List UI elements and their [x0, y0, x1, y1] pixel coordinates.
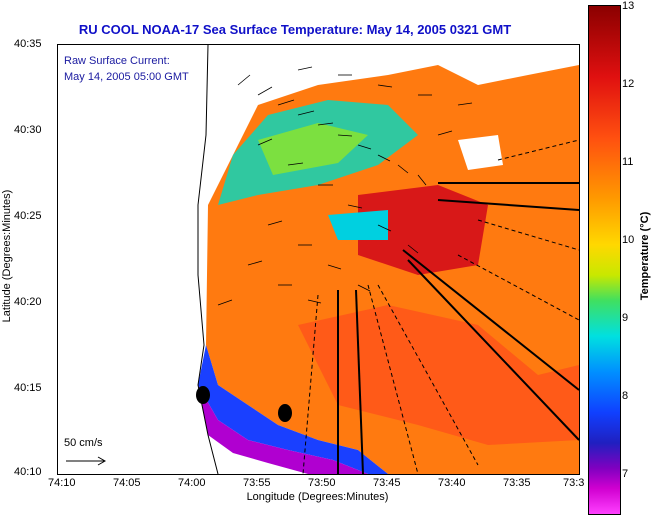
overlay-line-2: May 14, 2005 05:00 GMT: [64, 71, 189, 83]
colorbar-label: Temperature (°C): [639, 211, 651, 301]
colorbar-tick: 11: [622, 156, 634, 168]
xtick-label: 74:10: [48, 477, 76, 489]
xtick-label: 73:45: [373, 477, 401, 489]
ytick-label: 40:35: [14, 38, 42, 50]
xtick-label: 73:3: [563, 477, 585, 489]
vector-scale-label: 50 cm/s: [64, 437, 103, 449]
y-axis-label: Latitude (Degrees:Minutes): [1, 189, 13, 323]
ytick-label: 40:10: [14, 466, 42, 478]
xtick-label: 73:40: [438, 477, 466, 489]
colorbar-tick: 13: [622, 0, 635, 12]
sst-field: [58, 45, 579, 474]
colorbar-tick: 7: [622, 468, 629, 480]
colorbar: [588, 5, 621, 515]
ytick-label: 40:30: [14, 124, 42, 136]
ytick-label: 40:20: [14, 296, 42, 308]
colorbar-tick: 12: [622, 78, 635, 90]
xtick-label: 74:00: [178, 477, 206, 489]
colorbar-tick: 8: [622, 390, 629, 402]
ytick-label: 40:25: [14, 210, 42, 222]
overlay-line-1: Raw Surface Current:: [64, 55, 170, 67]
xtick-label: 73:50: [308, 477, 336, 489]
colorbar-tick: 10: [622, 234, 635, 246]
sst-map: Raw Surface Current: May 14, 2005 05:00 …: [57, 44, 580, 475]
xtick-label: 74:05: [113, 477, 141, 489]
colorbar-tick: 9: [622, 312, 629, 324]
map-title: RU COOL NOAA-17 Sea Surface Temperature:…: [78, 22, 512, 37]
xtick-label: 73:35: [503, 477, 531, 489]
xtick-label: 73:55: [243, 477, 271, 489]
ytick-label: 40:15: [14, 382, 42, 394]
x-axis-label: Longitude (Degrees:Minutes): [246, 491, 389, 503]
